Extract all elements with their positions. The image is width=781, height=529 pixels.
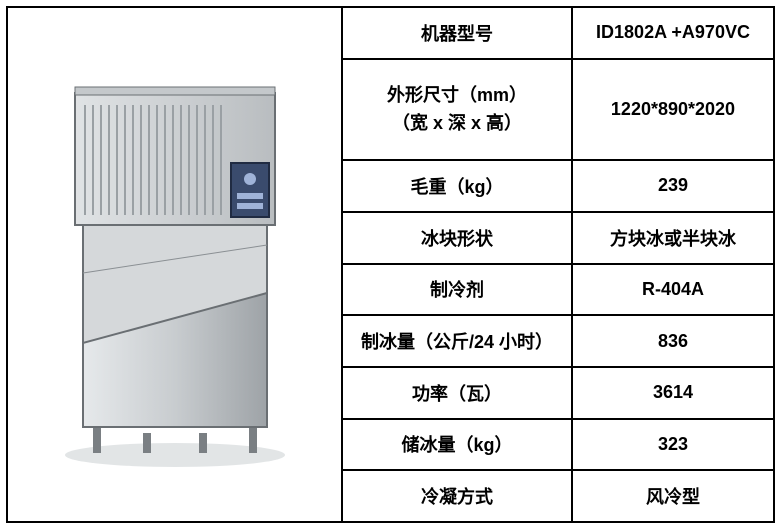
table-row: 外形尺寸（mm） （宽 x 深 x 高） 1220*890*2020	[343, 60, 773, 161]
spec-label: 机器型号	[343, 8, 573, 58]
spec-value: 方块冰或半块冰	[573, 213, 773, 263]
table-row: 功率（瓦） 3614	[343, 368, 773, 420]
table-row: 冰块形状 方块冰或半块冰	[343, 213, 773, 265]
spec-value: 239	[573, 161, 773, 211]
spec-label: 制冷剂	[343, 265, 573, 315]
spec-label: 毛重（kg）	[343, 161, 573, 211]
ice-machine-illustration	[35, 55, 315, 475]
spec-label-line: 外形尺寸（mm）	[387, 81, 527, 110]
spec-table: 机器型号 ID1802A +A970VC 外形尺寸（mm） （宽 x 深 x 高…	[343, 8, 773, 521]
spec-label: 冷凝方式	[343, 471, 573, 521]
product-image-cell	[8, 8, 343, 521]
spec-label: 制冰量（公斤/24 小时）	[343, 316, 573, 366]
table-row: 冷凝方式 风冷型	[343, 471, 773, 521]
spec-label: 外形尺寸（mm） （宽 x 深 x 高）	[343, 60, 573, 159]
spec-value: 1220*890*2020	[573, 60, 773, 159]
spec-value: R-404A	[573, 265, 773, 315]
table-row: 储冰量（kg） 323	[343, 420, 773, 472]
table-row: 毛重（kg） 239	[343, 161, 773, 213]
table-row: 制冷剂 R-404A	[343, 265, 773, 317]
spec-label-line: （宽 x 深 x 高）	[392, 109, 522, 138]
spec-label: 储冰量（kg）	[343, 420, 573, 470]
spec-value: 836	[573, 316, 773, 366]
spec-label: 功率（瓦）	[343, 368, 573, 418]
spec-value: 3614	[573, 368, 773, 418]
spec-label: 冰块形状	[343, 213, 573, 263]
spec-sheet: 机器型号 ID1802A +A970VC 外形尺寸（mm） （宽 x 深 x 高…	[6, 6, 775, 523]
spec-value: ID1802A +A970VC	[573, 8, 773, 58]
table-row: 机器型号 ID1802A +A970VC	[343, 8, 773, 60]
spec-value: 323	[573, 420, 773, 470]
spec-value: 风冷型	[573, 471, 773, 521]
table-row: 制冰量（公斤/24 小时） 836	[343, 316, 773, 368]
